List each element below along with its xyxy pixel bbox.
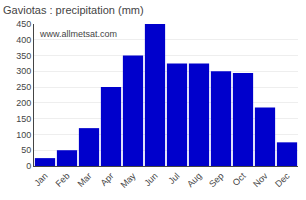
svg-text:450: 450	[16, 19, 31, 29]
svg-text:Dec: Dec	[273, 170, 292, 189]
svg-text:200: 200	[16, 98, 31, 108]
svg-text:300: 300	[16, 66, 31, 76]
svg-text:Nov: Nov	[251, 170, 270, 189]
svg-text:Feb: Feb	[54, 171, 72, 189]
svg-text:www.allmetsat.com: www.allmetsat.com	[39, 29, 117, 39]
svg-text:50: 50	[21, 145, 31, 155]
svg-text:Apr: Apr	[99, 171, 116, 188]
svg-text:0: 0	[26, 161, 31, 171]
svg-text:May: May	[118, 170, 137, 189]
svg-text:Jan: Jan	[32, 171, 49, 188]
svg-text:Oct: Oct	[231, 170, 248, 187]
svg-text:Jun: Jun	[142, 171, 159, 188]
svg-text:100: 100	[16, 130, 31, 140]
svg-text:150: 150	[16, 114, 31, 124]
svg-text:Sep: Sep	[207, 171, 225, 189]
svg-text:Gaviotas : precipitation (mm): Gaviotas : precipitation (mm)	[3, 4, 144, 16]
svg-text:Mar: Mar	[76, 171, 94, 189]
svg-text:Jul: Jul	[166, 171, 181, 186]
svg-text:250: 250	[16, 82, 31, 92]
svg-text:350: 350	[16, 51, 31, 61]
svg-text:400: 400	[16, 35, 31, 45]
svg-text:Aug: Aug	[185, 171, 203, 189]
